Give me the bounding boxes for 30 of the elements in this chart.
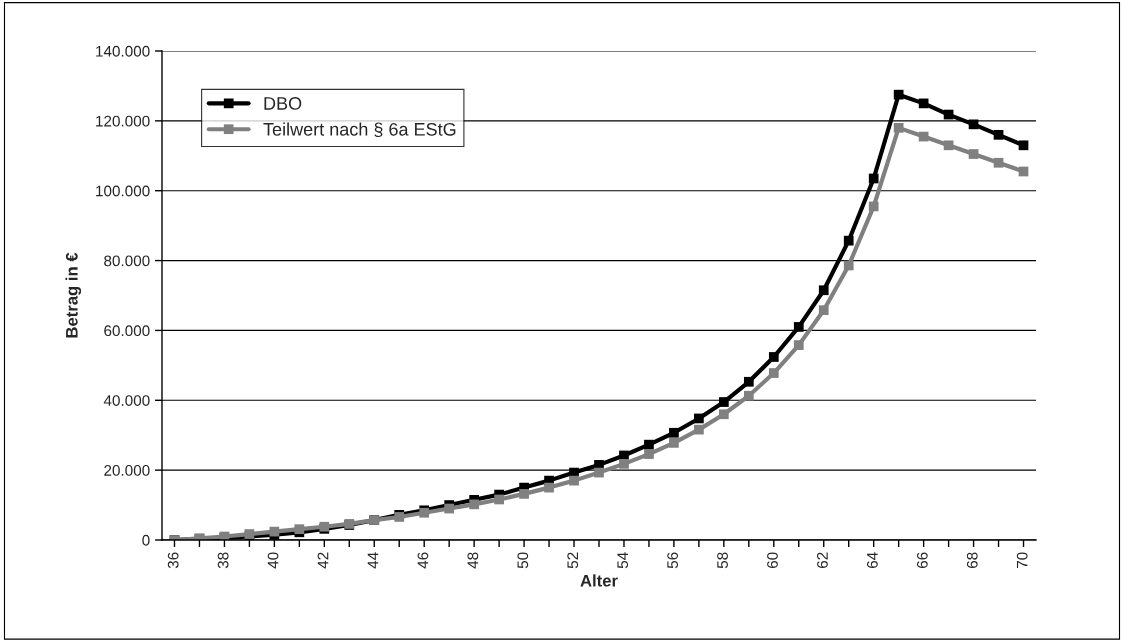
y-axis-title: Betrag in € [65,252,82,338]
x-tick-label: 58 [717,552,728,569]
y-tick-label: 40.000 [103,395,150,406]
x-tick-label: 60 [767,552,778,569]
x-tick-label: 50 [517,552,529,569]
x-tick-label: 42 [317,552,329,569]
x-tick-label: 40 [267,552,279,569]
y-tick-label: 60.000 [104,325,150,337]
x-tick-label: 56 [667,552,679,569]
legend-label: Teilwert nach § 6a EStG [263,122,456,138]
x-tick-label: 48 [467,552,479,569]
x-tick-label: 70 [1016,552,1028,569]
y-tick-label: 0 [142,534,150,546]
x-tick-label: 64 [866,552,878,569]
x-tick-label: 44 [367,552,379,569]
x-tick-label: 68 [966,552,978,569]
x-tick-label: 54 [617,552,629,569]
y-tick-label: 80.000 [104,255,150,267]
y-tick-label: 20.000 [104,465,150,476]
x-tick-label: 38 [217,552,229,569]
x-tick-label: 46 [417,552,429,569]
y-tick-label: 120.000 [96,115,150,127]
y-tick-label: 100.000 [96,185,150,197]
legend-label: DBO [264,97,302,110]
x-tick-label: 62 [817,552,828,569]
y-tick-label: 140.000 [96,45,150,57]
x-tick-label: 66 [916,552,928,569]
x-axis-title: Alter [580,574,618,587]
x-tick-label: 52 [567,552,579,569]
x-tick-label: 36 [167,552,179,569]
